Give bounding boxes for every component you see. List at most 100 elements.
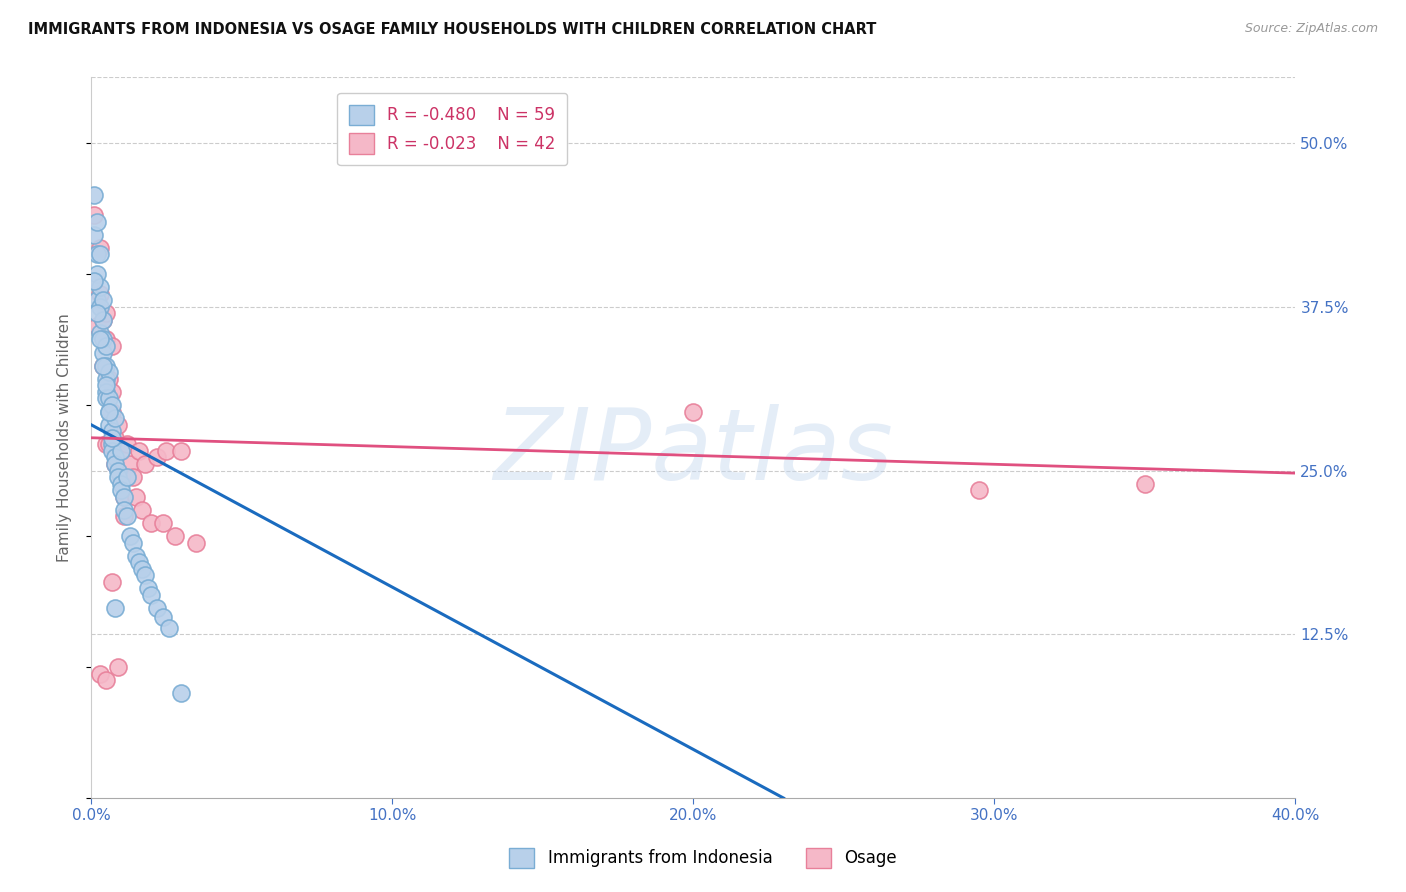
Point xyxy=(104,601,127,615)
Point xyxy=(83,188,105,202)
Point xyxy=(89,326,111,340)
Point xyxy=(101,437,124,451)
Point xyxy=(125,549,148,563)
Point xyxy=(91,293,114,308)
Text: Source: ZipAtlas.com: Source: ZipAtlas.com xyxy=(1244,22,1378,36)
Point xyxy=(122,535,145,549)
Point xyxy=(86,293,108,308)
Point xyxy=(682,404,704,418)
Point xyxy=(170,443,193,458)
Point xyxy=(89,247,111,261)
Point xyxy=(91,345,114,359)
Point xyxy=(83,208,105,222)
Point xyxy=(101,431,124,445)
Point xyxy=(186,535,208,549)
Point xyxy=(89,300,111,314)
Point xyxy=(107,470,129,484)
Point xyxy=(86,214,108,228)
Point xyxy=(104,431,127,445)
Point xyxy=(155,443,177,458)
Text: IMMIGRANTS FROM INDONESIA VS OSAGE FAMILY HOUSEHOLDS WITH CHILDREN CORRELATION C: IMMIGRANTS FROM INDONESIA VS OSAGE FAMIL… xyxy=(28,22,876,37)
Point xyxy=(112,509,135,524)
Point xyxy=(101,398,124,412)
Point xyxy=(89,666,111,681)
Point xyxy=(104,411,127,425)
Point xyxy=(1133,476,1156,491)
Point xyxy=(112,503,135,517)
Point xyxy=(83,227,105,242)
Point xyxy=(98,404,121,418)
Point xyxy=(98,392,121,406)
Point xyxy=(94,673,117,687)
Point xyxy=(89,280,111,294)
Point xyxy=(134,568,156,582)
Point xyxy=(91,359,114,373)
Point xyxy=(120,529,142,543)
Point xyxy=(91,333,114,347)
Point xyxy=(104,450,127,465)
Point xyxy=(134,457,156,471)
Point xyxy=(131,503,153,517)
Point xyxy=(146,450,169,465)
Point xyxy=(94,359,117,373)
Point xyxy=(146,601,169,615)
Point xyxy=(107,463,129,477)
Point xyxy=(94,339,117,353)
Point xyxy=(101,384,124,399)
Point xyxy=(110,476,132,491)
Point xyxy=(136,582,159,596)
Point xyxy=(89,333,111,347)
Point xyxy=(98,417,121,432)
Point xyxy=(112,490,135,504)
Point xyxy=(115,509,138,524)
Point xyxy=(141,588,163,602)
Point xyxy=(98,437,121,451)
Point xyxy=(104,457,127,471)
Point xyxy=(131,562,153,576)
Point xyxy=(110,470,132,484)
Point xyxy=(152,516,174,530)
Point xyxy=(86,319,108,334)
Point xyxy=(98,372,121,386)
Point xyxy=(157,621,180,635)
Point xyxy=(115,437,138,451)
Point xyxy=(101,443,124,458)
Point xyxy=(107,660,129,674)
Point xyxy=(110,443,132,458)
Legend: Immigrants from Indonesia, Osage: Immigrants from Indonesia, Osage xyxy=(503,841,903,875)
Point xyxy=(86,306,108,320)
Point xyxy=(104,457,127,471)
Point xyxy=(115,470,138,484)
Point xyxy=(94,372,117,386)
Legend: R = -0.480    N = 59, R = -0.023    N = 42: R = -0.480 N = 59, R = -0.023 N = 42 xyxy=(337,93,567,165)
Point xyxy=(170,686,193,700)
Point xyxy=(94,392,117,406)
Point xyxy=(89,286,111,301)
Point xyxy=(98,404,121,418)
Point xyxy=(101,404,124,418)
Point xyxy=(122,470,145,484)
Point xyxy=(101,424,124,438)
Point xyxy=(91,313,114,327)
Point xyxy=(128,443,150,458)
Point xyxy=(967,483,990,498)
Point xyxy=(112,490,135,504)
Point xyxy=(94,306,117,320)
Point xyxy=(110,483,132,498)
Point xyxy=(94,333,117,347)
Point xyxy=(107,417,129,432)
Y-axis label: Family Households with Children: Family Households with Children xyxy=(58,313,72,562)
Point xyxy=(152,610,174,624)
Point xyxy=(125,490,148,504)
Point xyxy=(83,273,105,287)
Point xyxy=(91,313,114,327)
Point xyxy=(110,443,132,458)
Point xyxy=(94,378,117,392)
Point xyxy=(86,267,108,281)
Text: ZIPatlas: ZIPatlas xyxy=(494,404,893,500)
Point xyxy=(89,241,111,255)
Point xyxy=(141,516,163,530)
Point xyxy=(91,359,114,373)
Point xyxy=(94,384,117,399)
Point xyxy=(101,339,124,353)
